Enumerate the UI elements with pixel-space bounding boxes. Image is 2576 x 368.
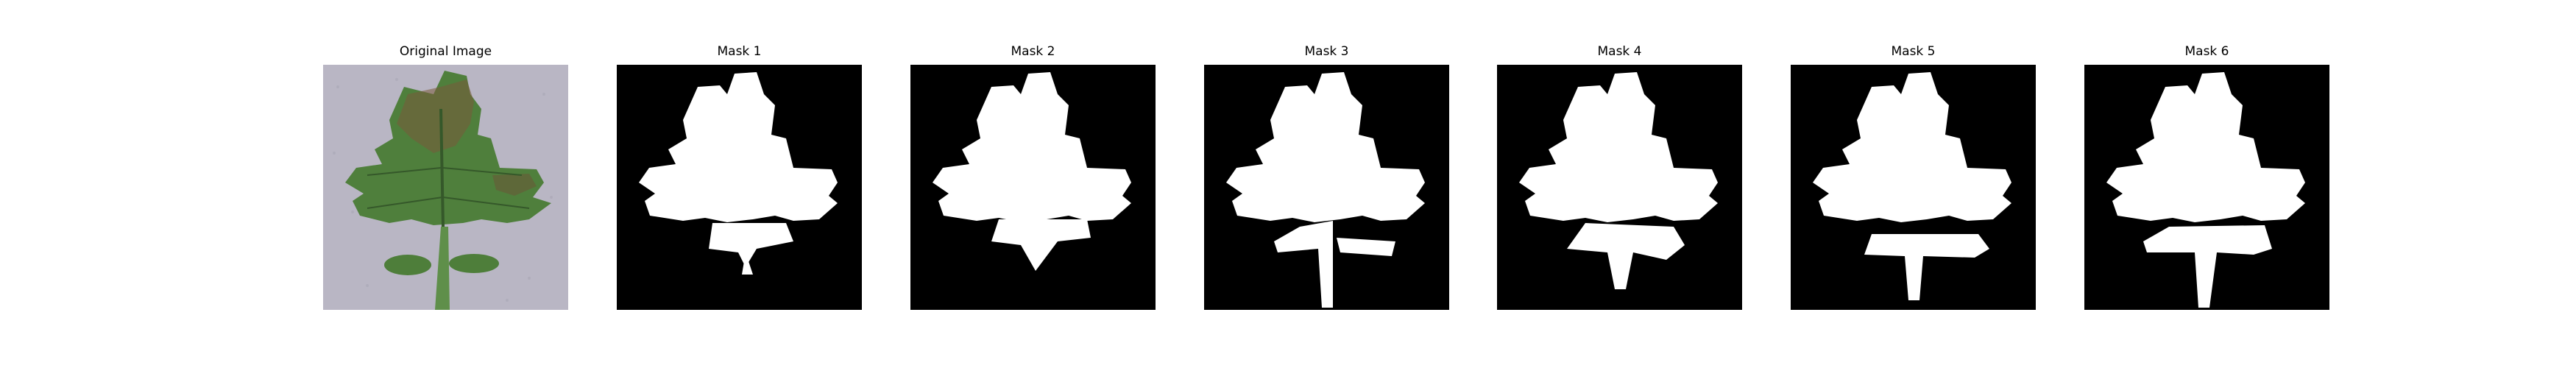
mask-1-image: [617, 65, 862, 310]
mask-2-image: [910, 65, 1156, 310]
mask-3-svg: [1204, 65, 1449, 310]
mask-5-svg: [1791, 65, 2036, 310]
mask-6-image: [2084, 65, 2329, 310]
mask-4-image: [1497, 65, 1742, 310]
mask-5-image: [1791, 65, 2036, 310]
panel-title-mask-3: Mask 3: [1204, 43, 1449, 60]
mask-4-svg: [1497, 65, 1742, 310]
panel-title-mask-4: Mask 4: [1497, 43, 1742, 60]
mask-6-svg: [2084, 65, 2329, 310]
mask-3-image: [1204, 65, 1449, 310]
mask-1-svg: [617, 65, 862, 310]
panel-title-mask-2: Mask 2: [910, 43, 1156, 60]
panel-title-original: Original Image: [323, 43, 568, 60]
panel-title-mask-6: Mask 6: [2084, 43, 2329, 60]
panel-title-mask-1: Mask 1: [617, 43, 862, 60]
panel-title-mask-5: Mask 5: [1791, 43, 2036, 60]
original-image: [323, 65, 568, 310]
mask-2-svg: [910, 65, 1156, 310]
